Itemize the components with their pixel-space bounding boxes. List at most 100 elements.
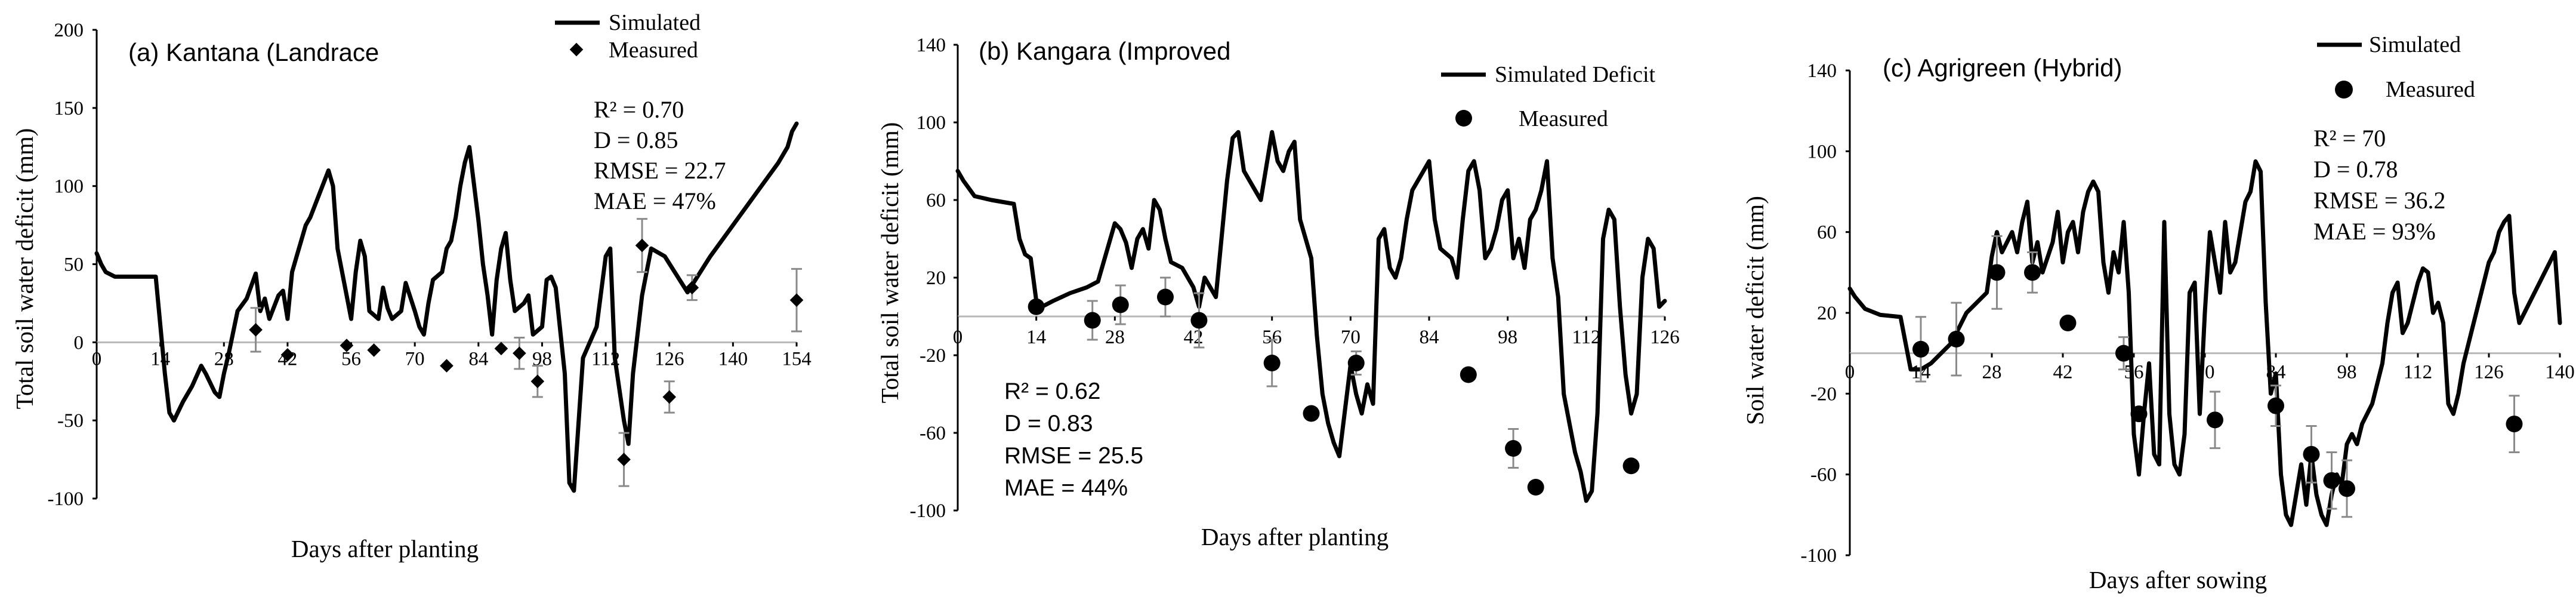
panel-c-x-tick-label: 98 [2337,362,2357,383]
panel-b-y-tick-label: 20 [926,267,946,289]
panel-b-y-tick-label: -20 [920,345,946,367]
panel-b-stat-rmse: RMSE = 25.5 [1004,443,1143,469]
panel-b-x-tick-label: 126 [1650,327,1680,348]
panel-b-legend-circle-marker [1455,110,1472,127]
panel-b-y-tick-label: -100 [910,500,946,522]
panel-c-title: (c) Agrigreen (Hybrid) [1883,54,2122,82]
panel-c-x-tick-label: 140 [2545,362,2575,383]
panel-c-x-tick-label: 28 [1982,362,2002,383]
panel-c-measured-point [1948,330,1965,347]
panel-a-y-tick-label: -100 [48,488,84,510]
panel-c-stat-mae: MAE = 93% [2313,218,2436,245]
panel-a-measured-point [685,281,699,295]
panel-b-x-tick-label: 42 [1184,327,1204,348]
panel-a-stat-rmse: RMSE = 22.7 [594,157,726,184]
panel-a-measured-point [789,293,804,307]
panel-b-ylabel: Total soil water deficit (mm) [876,122,903,404]
panel-c-measured-point [2207,411,2223,429]
panel-a-measured-point [662,390,677,404]
panel-a-y-tick-label: 0 [74,332,84,353]
panel-b-measured-point [1505,440,1522,457]
panel-a-x-tick-label: 70 [405,348,425,370]
panel-a-chart: (a) Kantana (Landrace Simulated Measured… [11,10,812,562]
panel-c-measured-point [2506,416,2523,433]
panel-c-legend-measured: Measured [2386,77,2475,102]
panel-a-y-tick-label: -50 [57,410,84,432]
panel-a-measured-point [617,453,631,466]
panel-b-measured-point [1527,479,1544,496]
panel-b-y-tick-label: 140 [917,35,946,56]
panel-b-x-tick-label: 84 [1420,327,1439,348]
panel-a-legend: Simulated Measured [555,10,701,63]
panel-c-measured-point [2130,405,2148,423]
panel-b-stats: R² = 0.62 D = 0.83 RMSE = 25.5 MAE = 44% [1004,379,1143,501]
panel-c-legend-simulated: Simulated [2369,32,2461,57]
panel-b-legend: Simulated Deficit Measured [1441,62,1656,131]
panel-b-measured-point [1112,296,1129,313]
panel-c-y-tick-label: 140 [1807,60,1837,82]
panel-a-measured-point [635,238,649,253]
panel-b-measured-point [1028,298,1045,315]
panel-a-measured-point [249,323,263,337]
panel-c-stat-d: D = 0.78 [2313,156,2398,183]
panel-b-measured-point [1303,405,1320,422]
panel-b-legend-measured: Measured [1519,106,1608,131]
panel-b-measured-point [1622,457,1640,475]
panel-a-x-tick-label: 140 [718,348,748,370]
panel-b-x-tick-label: 70 [1341,327,1361,348]
panel-b-y-tick-label: 60 [926,190,946,211]
panel-a-legend-measured: Measured [609,38,698,63]
panel-c-x-tick-label: 42 [2053,362,2073,383]
panel-b-x-tick-label: 28 [1105,327,1125,348]
panel-a-measured-point [440,359,454,373]
panel-c-x-tick-label: 112 [2404,362,2432,383]
panel-c-measured-point [2115,345,2132,362]
panel-c-x-tick-label: 126 [2474,362,2504,383]
panel-b-measured-point [1460,366,1477,383]
panel-c-measured-point [1988,264,2006,281]
panel-c-measured-point [2303,445,2320,463]
panel-a-legend-simulated: Simulated [609,10,701,35]
panel-a-measured-point [494,342,508,356]
panel-b-x-tick-label: 0 [953,327,963,348]
panel-b-x-tick-label: 98 [1498,327,1517,348]
panel-b-measured-point [1347,355,1365,371]
panel-b-simulated-line [955,130,1667,503]
panel-a-measured-point [530,374,545,389]
panel-b-legend-simulated: Simulated Deficit [1495,62,1656,87]
panel-a-x-tick-label: 154 [782,348,812,370]
panel-a-measured-point [340,339,354,352]
panel-b-measured-point [1190,312,1208,329]
panel-c-stat-r2: R² = 70 [2313,125,2386,152]
panel-b-measured-point [1263,355,1281,371]
panel-a-ylabel: Total soil water deficit (mm) [11,128,38,410]
panel-a-x-tick-label: 56 [341,348,361,370]
panel-c-legend: Simulated Measured [2317,32,2475,102]
panel-b-stat-r2: R² = 0.62 [1004,379,1101,404]
panel-a-x-tick-label: 14 [150,348,170,370]
panel-a-simulated-line [94,121,799,493]
panel-a-y-tick-label: 150 [54,98,84,119]
panel-a-y-tick-label: 100 [54,176,84,198]
panel-c-measured-point [2268,397,2284,414]
panel-b-y-tick-label: 100 [917,112,946,134]
panel-c-y-tick-label: -20 [1810,383,1837,405]
panel-a-title: (a) Kantana (Landrace [128,38,379,66]
panel-a-y-tick-label: 50 [64,254,84,276]
panel-c-simulated-line [1847,159,2562,527]
panel-c-legend-circle-marker [2335,81,2353,99]
panel-a-xlabel: Days after planting [291,535,479,562]
panel-a-measured-point [513,346,526,360]
panel-b-chart: (b) Kangara (Improved Simulated Deficit … [876,35,1680,550]
panel-a-stat-r2: R² = 0.70 [594,96,684,123]
panel-a-legend-diamond-marker [569,42,584,57]
panel-a-x-tick-label: 84 [468,348,488,370]
panel-a-x-tick-label: 126 [655,348,684,370]
panel-a-y-tick-label: 200 [54,20,84,41]
panel-c-stats: R² = 70 D = 0.78 RMSE = 36.2 MAE = 93% [2313,125,2445,245]
panel-b-stat-mae: MAE = 44% [1004,475,1128,501]
panel-c-stat-rmse: RMSE = 36.2 [2313,187,2445,214]
panel-c-xlabel: Days after sowing [2089,566,2267,593]
panel-b-y-tick-label: -60 [920,423,946,444]
panel-c-measured-point [2059,314,2077,331]
